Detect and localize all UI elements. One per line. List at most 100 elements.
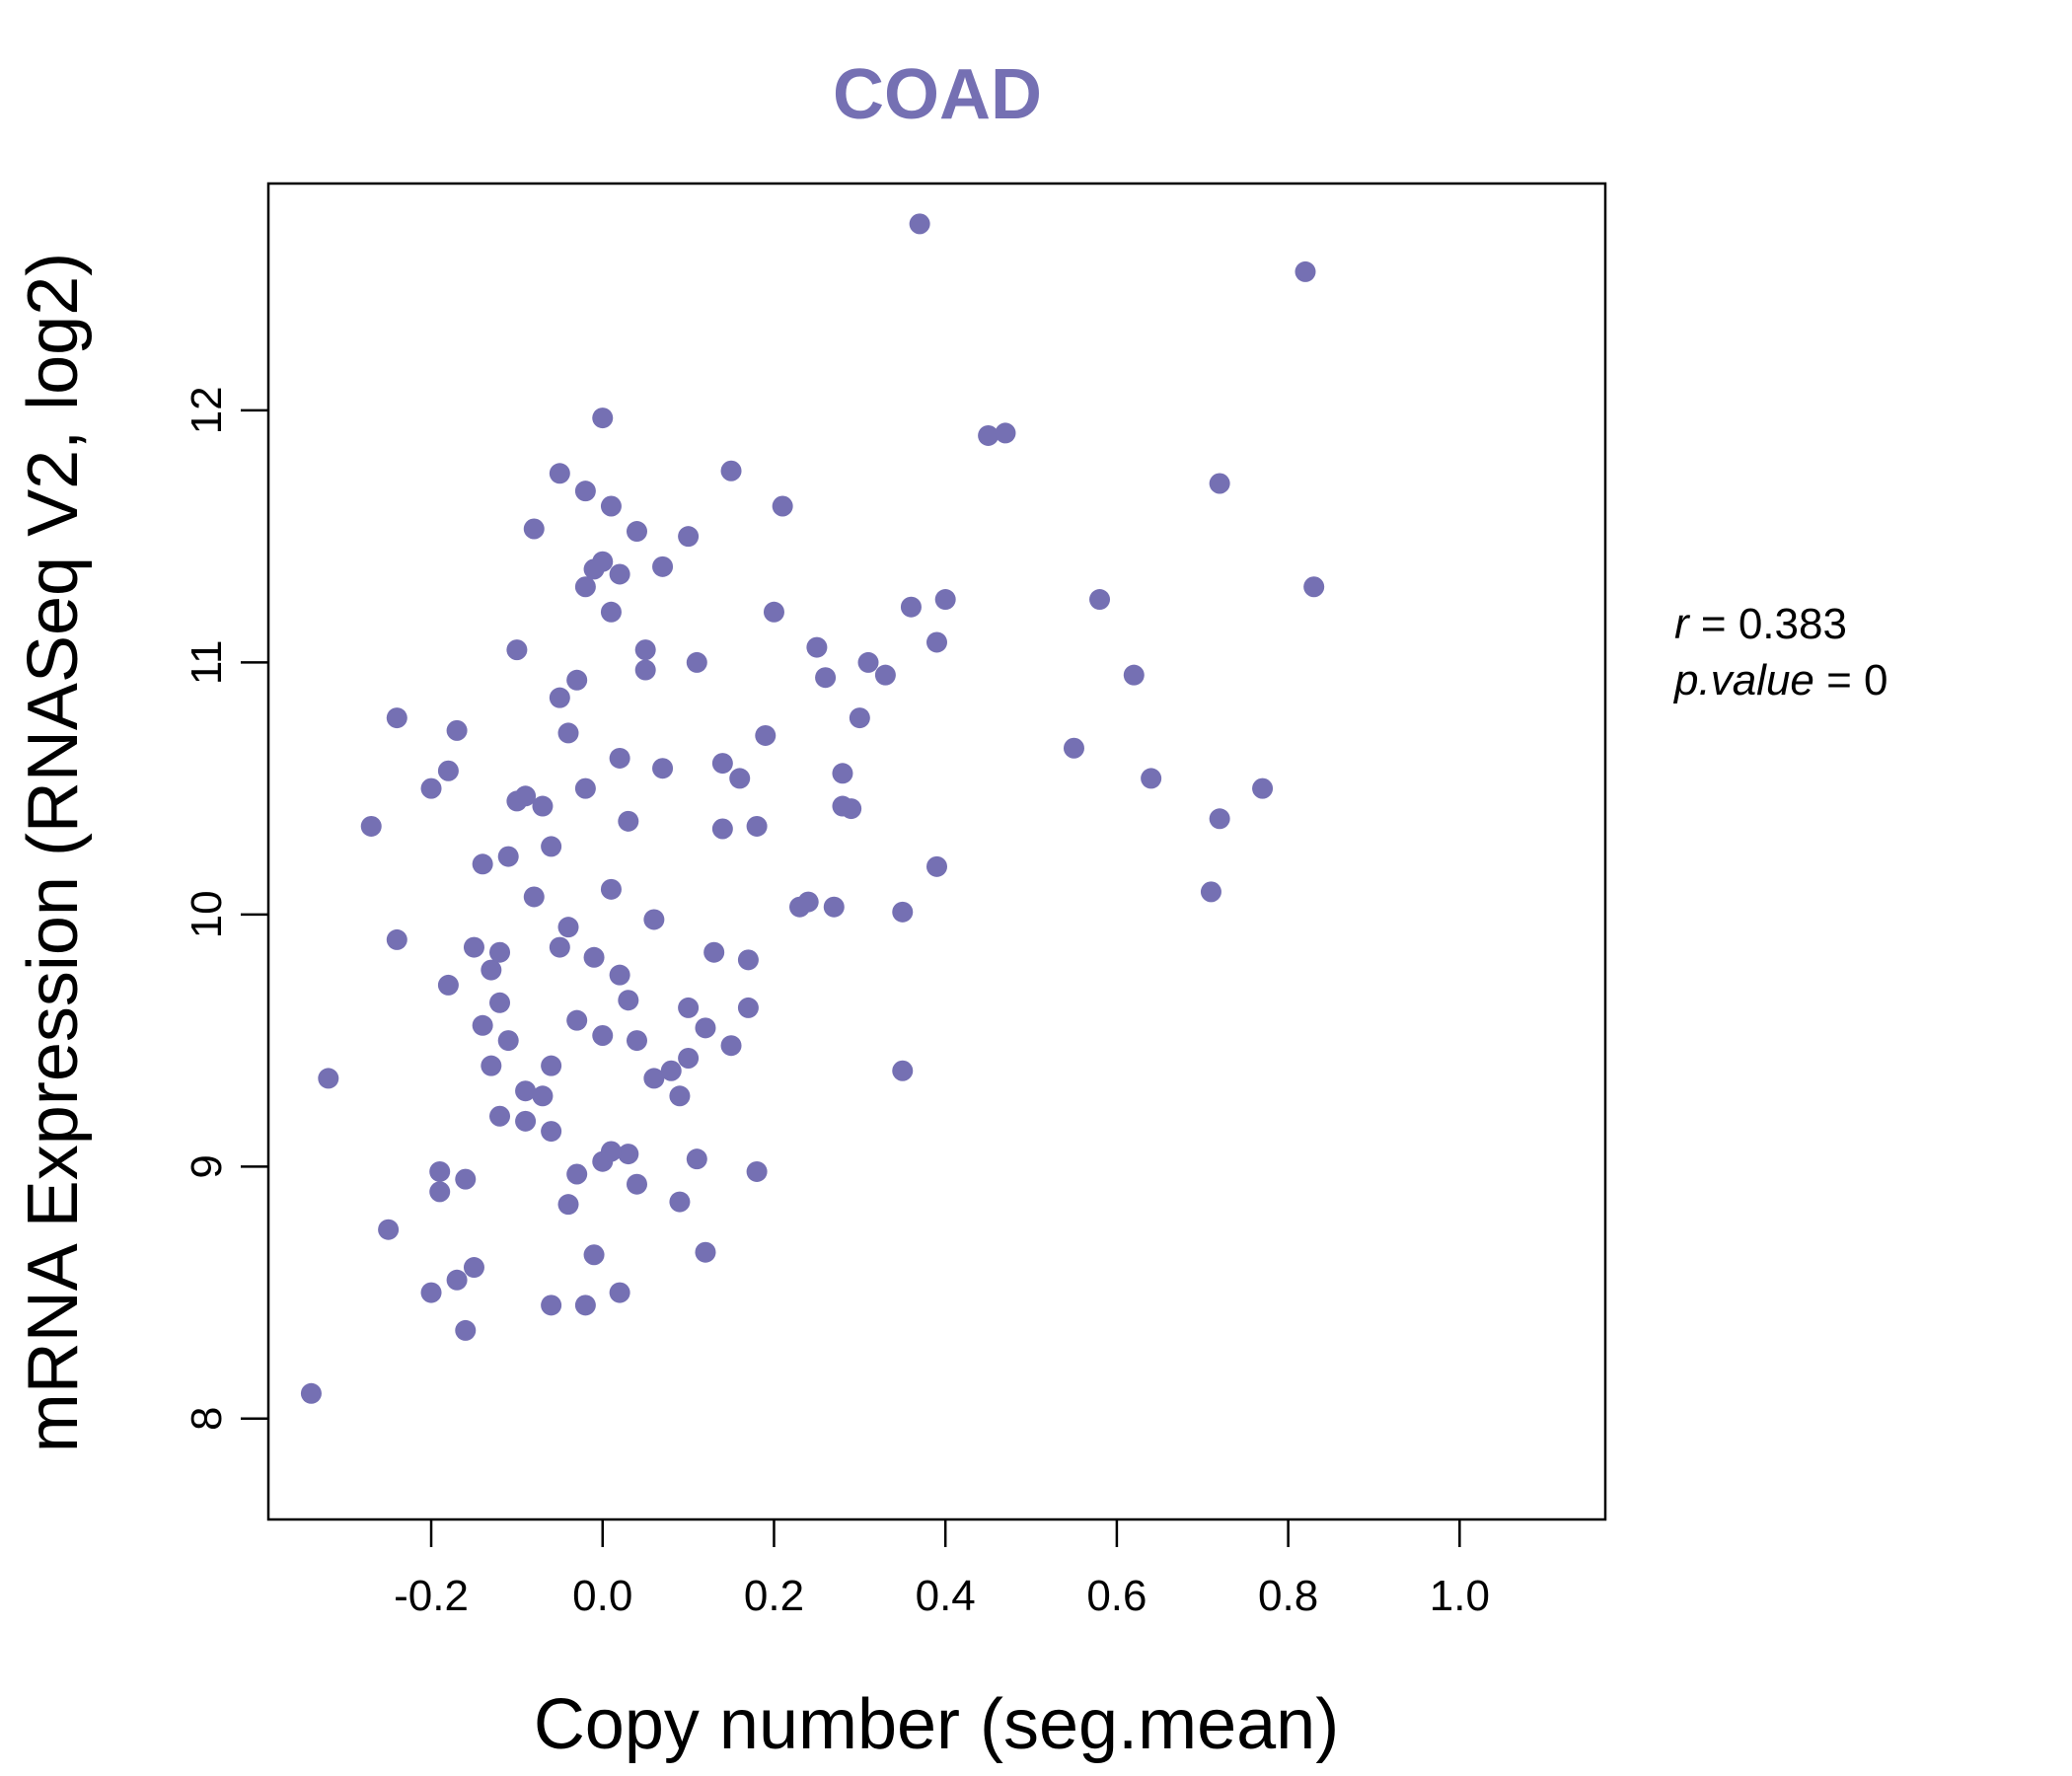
data-point [618, 810, 639, 832]
data-point [695, 1241, 716, 1263]
data-point [678, 526, 700, 548]
data-point [900, 596, 922, 618]
data-point [506, 639, 528, 661]
x-tick-label: 0.4 [916, 1572, 976, 1620]
data-point [557, 917, 579, 938]
data-point [541, 836, 562, 857]
data-point [481, 959, 502, 981]
x-tick-label: -0.2 [394, 1572, 469, 1620]
data-point [1252, 777, 1274, 799]
data-point [686, 1148, 707, 1170]
data-point [626, 1030, 647, 1052]
x-tick-label: 0.2 [744, 1572, 804, 1620]
data-point [420, 1282, 442, 1303]
data-point [695, 1017, 716, 1039]
data-point [515, 1110, 537, 1132]
data-point [463, 936, 484, 958]
data-point [609, 1282, 630, 1303]
data-point [541, 1295, 562, 1316]
data-point [472, 1014, 493, 1036]
x-axis-label: Copy number (seg.mean) [534, 1685, 1339, 1764]
data-point [600, 601, 622, 623]
data-point [1200, 881, 1221, 903]
data-point [686, 651, 707, 673]
data-point [1063, 737, 1084, 759]
data-point [978, 424, 999, 446]
data-point [557, 722, 579, 744]
p-equals: = [1814, 656, 1864, 704]
x-tick-label: 0.6 [1086, 1572, 1147, 1620]
y-tick-label: 8 [183, 1407, 231, 1431]
data-point [360, 815, 382, 837]
y-tick-label: 11 [183, 640, 231, 686]
data-point [574, 1295, 596, 1316]
data-point [720, 460, 742, 481]
data-point [523, 518, 545, 540]
data-point [755, 724, 777, 746]
data-point [472, 853, 493, 875]
data-point [532, 1085, 554, 1107]
data-point [489, 941, 511, 963]
data-point [455, 1319, 477, 1341]
data-point [1209, 473, 1230, 494]
data-point [832, 763, 853, 784]
data-point [737, 949, 759, 971]
x-tick-label: 0.8 [1258, 1572, 1318, 1620]
data-point [386, 928, 407, 950]
data-point [660, 1060, 682, 1081]
data-point [532, 795, 554, 817]
y-tick-label: 12 [183, 386, 231, 434]
data-point [746, 1160, 768, 1182]
data-point [429, 1181, 451, 1203]
data-point [618, 1144, 639, 1165]
p-value-stat: p.value = 0 [1672, 656, 1888, 704]
data-point [566, 1163, 588, 1185]
data-point [926, 631, 947, 653]
y-tick-label: 10 [183, 890, 231, 938]
data-point [643, 1068, 665, 1089]
data-point [669, 1191, 691, 1213]
data-point [1303, 576, 1325, 598]
x-tick-label: 0.0 [572, 1572, 632, 1620]
data-point [618, 990, 639, 1011]
chart-title: COAD [833, 55, 1042, 134]
data-point [609, 747, 630, 769]
data-point [557, 1194, 579, 1216]
data-point [386, 707, 407, 729]
data-point [574, 481, 596, 502]
data-point [489, 992, 511, 1013]
data-point [446, 1269, 468, 1291]
data-point [1089, 589, 1111, 611]
data-point [574, 576, 596, 598]
data-point [711, 818, 733, 840]
r-label: r [1674, 600, 1691, 648]
data-point [600, 495, 622, 517]
data-point [600, 1141, 622, 1162]
y-tick-label: 9 [183, 1154, 231, 1178]
data-point [609, 964, 630, 986]
p-value-label: p.value [1672, 656, 1814, 704]
data-point [652, 555, 674, 577]
data-point [497, 1030, 519, 1052]
data-point [634, 659, 656, 681]
data-point [772, 495, 793, 517]
data-point [763, 601, 784, 623]
data-point [720, 1035, 742, 1057]
data-point [583, 946, 605, 968]
data-point [643, 909, 665, 930]
data-point [1123, 664, 1145, 686]
data-point [1295, 260, 1316, 282]
data-point [857, 651, 879, 673]
data-point [541, 1055, 562, 1076]
data-point [652, 758, 674, 779]
data-point [797, 891, 819, 913]
data-point [549, 463, 570, 484]
data-point [1209, 808, 1230, 830]
r-value: 0.383 [1739, 600, 1847, 648]
data-point [515, 1080, 537, 1102]
plot-area-frame [266, 182, 1607, 1521]
data-point [420, 777, 442, 799]
data-point [874, 664, 896, 686]
